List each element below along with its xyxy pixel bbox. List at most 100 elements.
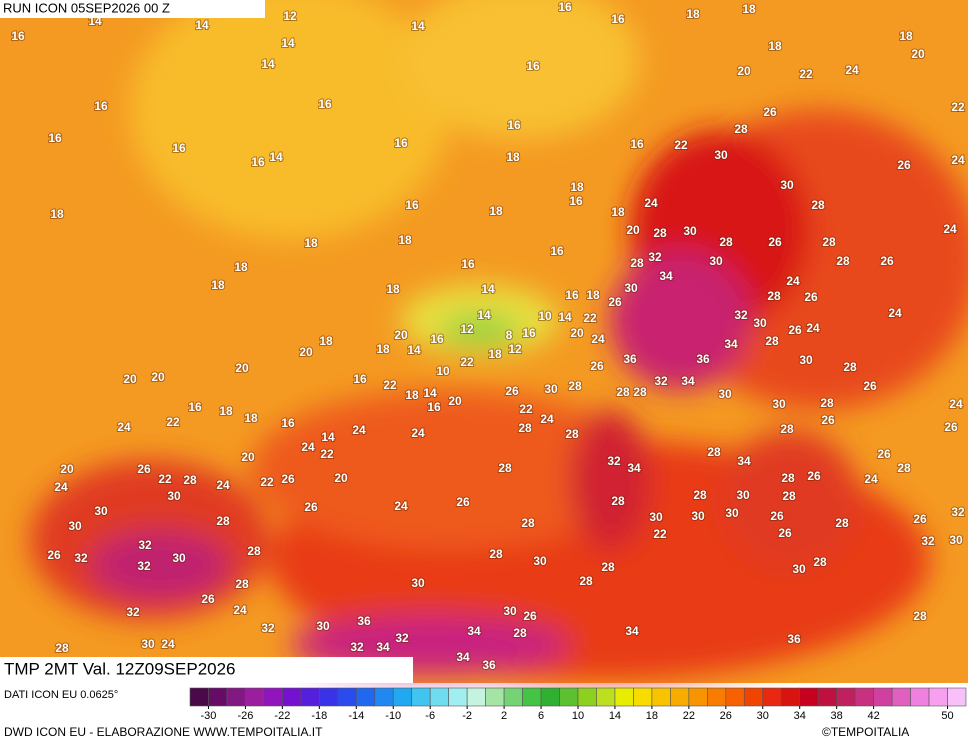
temp-label: 28 bbox=[55, 641, 69, 655]
temp-label: 16 bbox=[550, 244, 564, 258]
colorbar-tick-label: 14 bbox=[609, 710, 621, 722]
temp-label: 28 bbox=[616, 385, 630, 399]
temp-label: 16 bbox=[172, 141, 186, 155]
temp-label: 36 bbox=[623, 352, 637, 366]
temp-label: 16 bbox=[48, 131, 62, 145]
colorbar-tick-label: 42 bbox=[867, 710, 879, 722]
colorbar-tick-label: -2 bbox=[462, 710, 472, 722]
colorbar-swatch bbox=[392, 687, 413, 707]
temp-label: 22 bbox=[320, 447, 334, 461]
temp-label: 34 bbox=[659, 269, 673, 283]
temp-label: 24 bbox=[591, 332, 605, 346]
temp-label: 28 bbox=[579, 574, 593, 588]
temp-label: 24 bbox=[845, 63, 859, 77]
temp-label: 32 bbox=[607, 454, 621, 468]
temp-label: 20 bbox=[448, 394, 462, 408]
temp-label: 26 bbox=[863, 379, 877, 393]
temp-label: 26 bbox=[523, 609, 537, 623]
temp-label: 22 bbox=[383, 378, 397, 392]
temp-label: 32 bbox=[648, 250, 662, 264]
colorbar-swatch bbox=[411, 687, 431, 707]
temp-label: 26 bbox=[880, 254, 894, 268]
temp-label: 20 bbox=[241, 450, 255, 464]
temp-label: 28 bbox=[765, 334, 779, 348]
temp-label: 18 bbox=[319, 334, 333, 348]
temp-label: 16 bbox=[430, 332, 444, 346]
temp-label: 28 bbox=[498, 461, 512, 475]
credit: DWD ICON EU - ELABORAZIONE WWW.TEMPOITAL… bbox=[4, 725, 323, 739]
temp-label: 20 bbox=[911, 47, 925, 61]
temp-label: 26 bbox=[770, 509, 784, 523]
temp-label: 18 bbox=[386, 282, 400, 296]
temp-label: 30 bbox=[316, 619, 330, 633]
temp-label: 28 bbox=[813, 555, 827, 569]
temp-label: 16 bbox=[522, 326, 536, 340]
temp-label: 36 bbox=[482, 658, 496, 672]
colorbar-swatch bbox=[614, 687, 634, 707]
temp-label: 30 bbox=[544, 382, 558, 396]
temp-label: 14 bbox=[558, 310, 572, 324]
temp-label: 30 bbox=[141, 637, 155, 651]
colorbar-swatch bbox=[596, 687, 616, 707]
colorbar-swatch bbox=[928, 687, 948, 707]
colorbar-tick-label: 34 bbox=[794, 710, 806, 722]
temp-label: 30 bbox=[533, 554, 547, 568]
temp-label: 18 bbox=[244, 411, 258, 425]
colorbar: -30 -26 -22 -18 -14 -10 -6 -2 2 6 10 14 18 22 26 30 34 38… bbox=[189, 687, 967, 722]
temp-label: 18 bbox=[570, 180, 584, 194]
temp-label: 30 bbox=[780, 178, 794, 192]
temp-label: 30 bbox=[624, 281, 638, 295]
temp-label: 18 bbox=[304, 236, 318, 250]
temp-label: 30 bbox=[172, 551, 186, 565]
temp-label: 28 bbox=[811, 198, 825, 212]
temp-label: 26 bbox=[778, 526, 792, 540]
temp-label: 30 bbox=[649, 510, 663, 524]
colorbar-swatch bbox=[873, 687, 893, 707]
temp-label: 14 bbox=[195, 18, 209, 32]
temp-label: 28 bbox=[235, 577, 249, 591]
temp-label: 26 bbox=[281, 472, 295, 486]
colorbar-swatch bbox=[817, 687, 837, 707]
temp-label: 26 bbox=[877, 447, 891, 461]
temp-label: 24 bbox=[394, 499, 408, 513]
run-label: RUN ICON 05SEP2026 00 Z bbox=[3, 0, 170, 15]
temp-label: 28 bbox=[780, 422, 794, 436]
temp-label: 22 bbox=[460, 355, 474, 369]
colorbar-swatch bbox=[799, 687, 819, 707]
temp-label: 28 bbox=[183, 473, 197, 487]
temp-label: 28 bbox=[611, 494, 625, 508]
temp-label: 20 bbox=[737, 64, 751, 78]
temp-label: 28 bbox=[633, 385, 647, 399]
map-title: TMP 2MT Val. 12Z09SEP2026 bbox=[4, 659, 236, 678]
temp-label: 32 bbox=[138, 538, 152, 552]
temp-label: 30 bbox=[718, 387, 732, 401]
temp-label: 28 bbox=[767, 289, 781, 303]
temp-label: 14 bbox=[321, 430, 335, 444]
colorbar-swatch bbox=[891, 687, 911, 707]
temp-label: 30 bbox=[503, 604, 517, 618]
temp-label: 24 bbox=[54, 480, 68, 494]
temp-label: 16 bbox=[507, 118, 521, 132]
temp-label: 34 bbox=[376, 640, 390, 654]
temp-label: 28 bbox=[707, 445, 721, 459]
temp-label: 26 bbox=[788, 323, 802, 337]
temp-label: 24 bbox=[951, 153, 965, 167]
colorbar-tick-label: 22 bbox=[683, 710, 695, 722]
temp-label: 8 bbox=[506, 328, 513, 342]
temp-label: 26 bbox=[304, 500, 318, 514]
colorbar-swatch bbox=[780, 687, 801, 707]
temp-label: 16 bbox=[281, 416, 295, 430]
temp-label: 14 bbox=[281, 36, 295, 50]
temp-label: 16 bbox=[353, 372, 367, 386]
colorbar-swatch bbox=[688, 687, 708, 707]
source: DATI ICON EU 0.0625° bbox=[4, 689, 118, 701]
temp-label: 28 bbox=[521, 516, 535, 530]
title-box bbox=[0, 657, 413, 683]
temp-label: 22 bbox=[583, 311, 597, 325]
temp-label: 34 bbox=[724, 337, 738, 351]
temp-label: 32 bbox=[261, 621, 275, 635]
temp-label: 28 bbox=[565, 427, 579, 441]
temp-label: 28 bbox=[247, 544, 261, 558]
temp-label: 14 bbox=[269, 150, 283, 164]
